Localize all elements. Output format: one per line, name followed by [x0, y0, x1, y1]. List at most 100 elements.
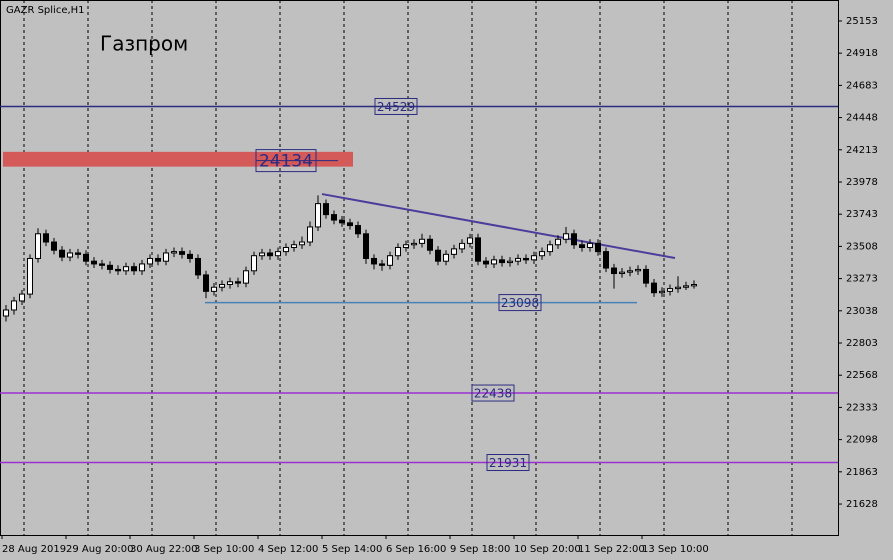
y-tick-label: 22568	[846, 370, 878, 381]
candle-body	[491, 259, 497, 265]
x-tick-label: 10 Sep 20:00	[514, 544, 581, 555]
y-tick-label: 24213	[846, 145, 878, 156]
candle-body	[483, 260, 489, 265]
candle-body	[35, 233, 41, 259]
candle-body	[547, 244, 553, 253]
candle-body	[523, 257, 529, 261]
candle-body	[691, 283, 697, 287]
zone	[3, 151, 353, 167]
y-tick-label: 24918	[846, 48, 878, 59]
candle-body	[219, 283, 225, 288]
candle-body	[43, 233, 49, 243]
x-tick-label: 29 Aug 20:00	[66, 544, 133, 555]
trendline	[321, 193, 676, 260]
candle-body	[555, 238, 561, 246]
candle-body	[515, 257, 521, 262]
y-tick-label: 22098	[846, 435, 878, 446]
candle-body	[11, 300, 17, 311]
candle-body	[203, 274, 209, 292]
candle-body	[475, 237, 481, 262]
candle-body	[427, 238, 433, 251]
y-tick-label: 23038	[846, 306, 878, 317]
candle-body	[91, 260, 97, 265]
y-tick-label: 22333	[846, 402, 878, 413]
x-tick-label: 9 Sep 18:00	[450, 544, 510, 555]
candle-body	[147, 257, 153, 265]
level-label: 24529	[377, 100, 415, 114]
candle-body	[19, 293, 25, 302]
candle-body	[539, 251, 545, 257]
candle-body	[323, 203, 329, 216]
plot-frame	[0, 0, 839, 536]
x-tick-label: 5 Sep 14:00	[322, 544, 382, 555]
level-label: 21931	[489, 456, 527, 470]
candle-body	[283, 246, 289, 253]
candle-body	[595, 242, 601, 253]
candle-body	[587, 242, 593, 248]
candle-body	[187, 253, 193, 259]
x-tick-label: 28 Aug 2019	[2, 544, 66, 555]
y-tick-label: 25153	[846, 16, 878, 27]
x-tick-label: 30 Aug 22:00	[130, 544, 197, 555]
candle-body	[435, 249, 441, 262]
candle-body	[499, 259, 505, 264]
candle-body	[531, 255, 537, 261]
candle-body	[275, 251, 281, 257]
level-label-box	[471, 384, 515, 402]
y-tick-label: 23273	[846, 274, 878, 285]
candle-body	[179, 251, 185, 255]
candle-body	[331, 214, 337, 221]
level-label: 22438	[474, 387, 512, 401]
candle-body	[619, 271, 625, 275]
candle-body	[363, 233, 369, 259]
candle-body	[243, 270, 249, 284]
candle-body	[235, 281, 241, 284]
level-label-box	[486, 454, 530, 472]
y-tick-label: 23978	[846, 177, 878, 188]
candle-body	[115, 268, 121, 272]
candle-body	[107, 264, 113, 270]
candle-body	[75, 252, 81, 255]
candle-body	[59, 249, 65, 258]
candle-body	[443, 253, 449, 262]
candle-body	[227, 281, 233, 285]
candle-body	[155, 257, 161, 262]
candle-body	[395, 246, 401, 257]
candle-body	[459, 242, 465, 250]
candle-body	[291, 244, 297, 248]
x-tick-label: 3 Sep 10:00	[194, 544, 254, 555]
candle-body	[563, 233, 569, 240]
x-tick-label: 6 Sep 16:00	[386, 544, 446, 555]
candle-body	[643, 268, 649, 284]
candle-body	[83, 253, 89, 262]
chart-title: GAZR Splice,H1	[6, 5, 85, 16]
candle-body	[579, 244, 585, 248]
y-tick-label: 23743	[846, 209, 878, 220]
candle-body	[507, 260, 513, 264]
candle-body	[467, 237, 473, 244]
candle-body	[627, 270, 633, 273]
candle-body	[411, 242, 417, 246]
candle-body	[371, 257, 377, 265]
candle-body	[315, 203, 321, 228]
candle-body	[451, 248, 457, 255]
candle-body	[251, 255, 257, 272]
candle-body	[611, 267, 617, 275]
y-tick-label: 24448	[846, 113, 878, 124]
candle-body	[355, 225, 361, 235]
candle-body	[675, 286, 681, 290]
x-tick-label: 11 Sep 22:00	[578, 544, 645, 555]
candle-body	[659, 290, 665, 294]
candle-body	[67, 252, 73, 258]
candle-body	[651, 282, 657, 294]
candle-body	[259, 252, 265, 257]
candle-body	[267, 252, 273, 257]
candle-body	[419, 238, 425, 244]
candle-body	[667, 288, 673, 292]
candle-body	[347, 222, 353, 227]
instrument-name: Газпром	[100, 32, 188, 56]
candle-body	[387, 255, 393, 266]
level-label: 23098	[501, 296, 539, 310]
